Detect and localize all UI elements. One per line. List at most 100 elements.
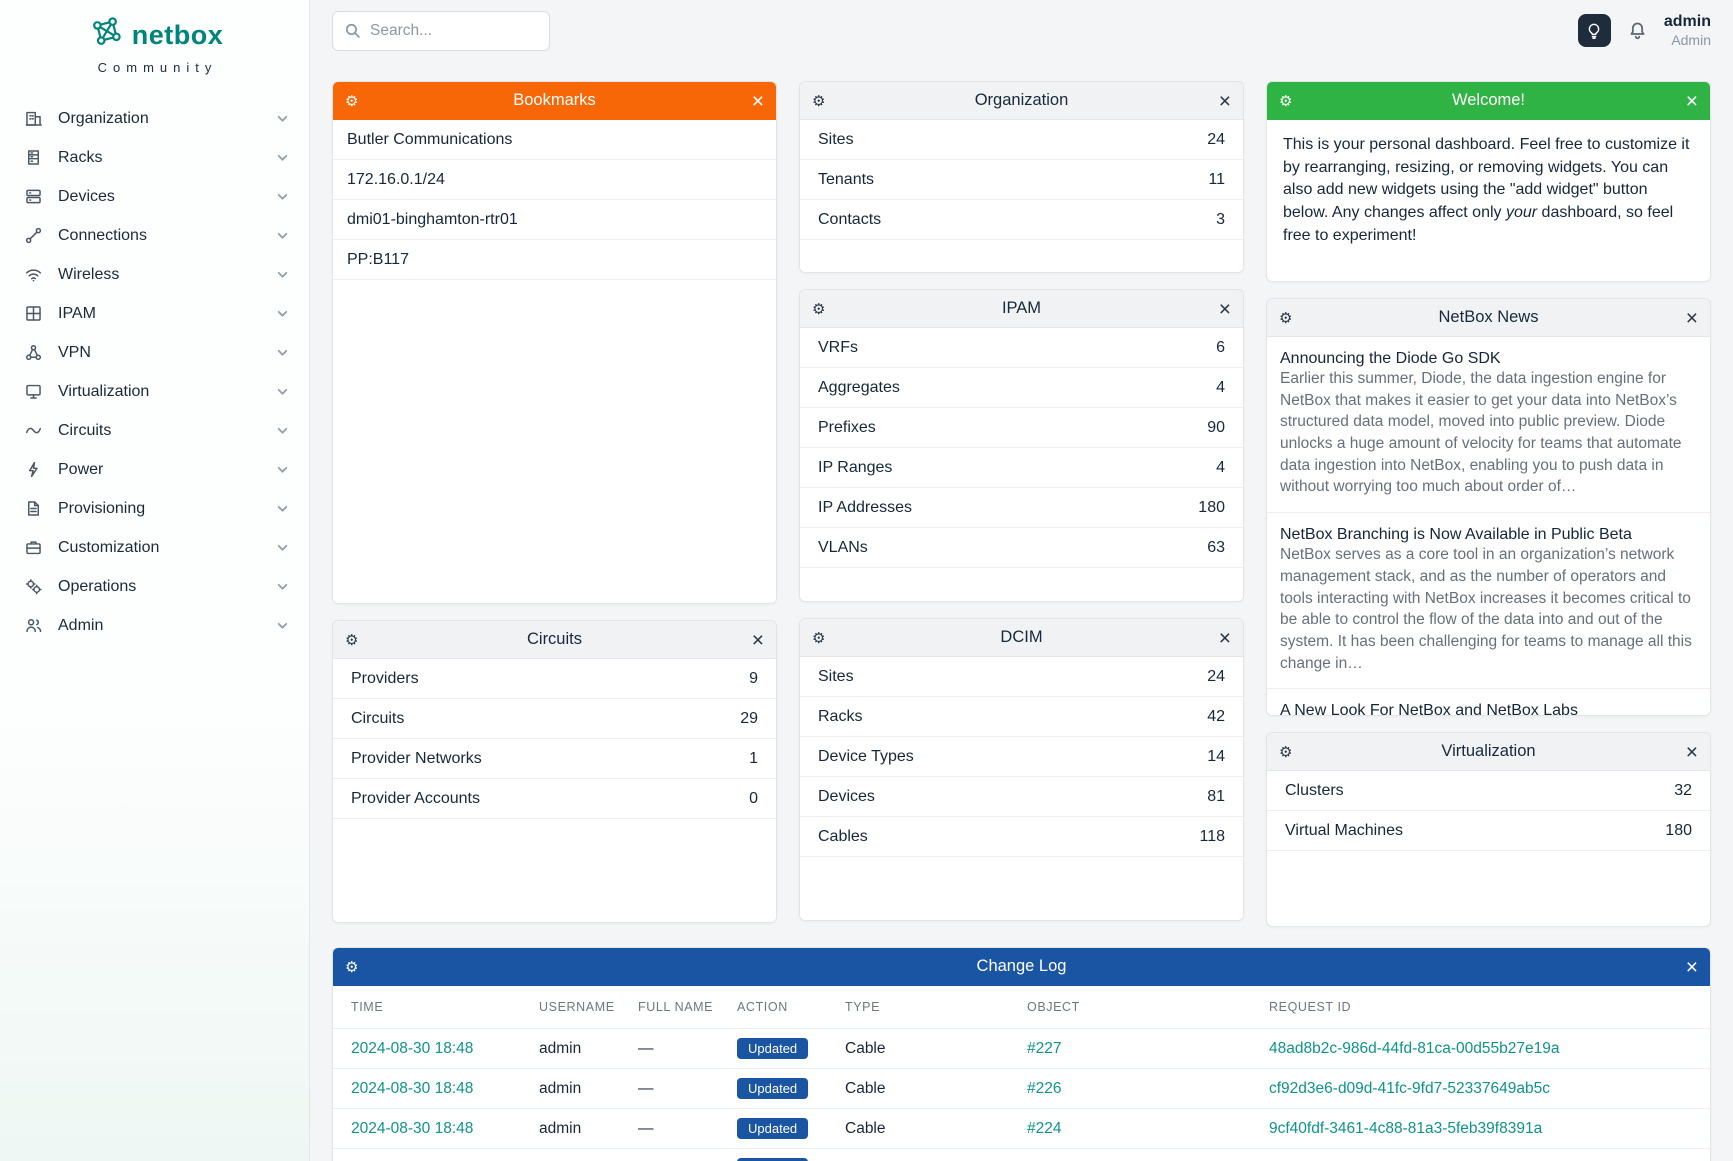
stat-row[interactable]: Contacts 3 <box>800 200 1243 240</box>
changelog-request-link[interactable]: cf92d3e6-d09d-41fc-9fd7-52337649ab5c <box>1269 1079 1550 1097</box>
sidebar-item-vpn[interactable]: VPN <box>0 333 309 372</box>
close-icon[interactable]: × <box>1685 740 1698 764</box>
news-article-title[interactable]: Announcing the Diode Go SDK <box>1280 350 1501 367</box>
bookmark-link[interactable]: dmi01-binghamton-rtr01 <box>333 200 776 240</box>
ipam-stats: VRFs 6 Aggregates 4 Prefixes 90 IP Ranges 4 … <box>800 328 1243 568</box>
sidebar-item-provisioning[interactable]: Provisioning <box>0 489 309 528</box>
stat-row[interactable]: Racks 42 <box>800 697 1243 737</box>
stat-row[interactable]: Provider Accounts 0 <box>333 779 776 819</box>
user-menu[interactable]: admin Admin <box>1664 12 1711 50</box>
sidebar-item-circuits[interactable]: Circuits <box>0 411 309 450</box>
close-icon[interactable]: × <box>1218 89 1231 113</box>
stat-row[interactable]: Devices 81 <box>800 777 1243 817</box>
changelog-request-link[interactable]: 9cf40fdf-3461-4c88-81a3-5feb39f8391a <box>1269 1119 1543 1137</box>
bookmark-link[interactable]: Butler Communications <box>333 120 776 160</box>
stat-row[interactable]: Circuits 29 <box>333 699 776 739</box>
ipam-widget-header: ⚙ IPAM × <box>800 290 1243 328</box>
changelog-time-link[interactable]: 2024-08-30 18:48 <box>351 1119 474 1137</box>
theme-toggle-button[interactable] <box>1577 14 1611 47</box>
stat-row[interactable]: IP Ranges 4 <box>800 448 1243 488</box>
column-header: TIME <box>351 1000 384 1014</box>
changelog-object-link[interactable]: #224 <box>1027 1119 1062 1137</box>
stat-label: IP Addresses <box>818 498 912 516</box>
close-icon[interactable]: × <box>751 89 764 113</box>
stat-row[interactable]: Cables 118 <box>800 817 1243 857</box>
netbox-logo-icon <box>86 14 124 57</box>
changelog-time-link[interactable]: 2024-08-30 18:48 <box>351 1079 474 1097</box>
gear-icon[interactable]: ⚙ <box>1279 744 1293 761</box>
stat-value: 24 <box>1207 667 1225 685</box>
close-icon[interactable]: × <box>751 628 764 652</box>
close-icon[interactable]: × <box>1685 89 1698 113</box>
search-input[interactable] <box>370 21 570 40</box>
gear-icon[interactable]: ⚙ <box>345 93 359 110</box>
gear-icon[interactable]: ⚙ <box>1279 310 1293 327</box>
changelog-username: admin <box>539 1039 582 1057</box>
stat-row[interactable]: VRFs 6 <box>800 328 1243 368</box>
gear-icon[interactable]: ⚙ <box>812 93 826 110</box>
stat-row[interactable]: IP Addresses 180 <box>800 488 1243 528</box>
gear-icon[interactable]: ⚙ <box>812 301 826 318</box>
widget-title: Organization <box>974 91 1069 109</box>
chevron-down-icon <box>276 463 289 476</box>
changelog-type: Cable <box>845 1039 886 1057</box>
stat-value: 9 <box>749 669 758 687</box>
stat-row[interactable]: Sites 24 <box>800 657 1243 697</box>
search-box[interactable] <box>332 10 570 51</box>
close-icon[interactable]: × <box>1685 306 1698 330</box>
brand[interactable]: netbox Community <box>0 0 309 77</box>
bookmark-link[interactable]: 172.16.0.1/24 <box>333 160 776 200</box>
sidebar-item-operations[interactable]: Operations <box>0 567 309 606</box>
changelog-object-link[interactable]: #227 <box>1027 1039 1062 1057</box>
changelog-type: Cable <box>845 1119 886 1137</box>
news-article: A New Look For NetBox and NetBox Labs <box>1267 689 1710 716</box>
changelog-action: Updated <box>737 1078 845 1099</box>
chevron-down-icon <box>276 541 289 554</box>
stat-row[interactable]: VLANs 63 <box>800 528 1243 568</box>
sidebar-item-connections[interactable]: Connections <box>0 216 309 255</box>
close-icon[interactable]: × <box>1685 955 1698 979</box>
sidebar-item-admin[interactable]: Admin <box>0 606 309 645</box>
stat-row[interactable]: Tenants 11 <box>800 160 1243 200</box>
bookmark-link[interactable]: PP:B117 <box>333 240 776 280</box>
stat-row[interactable]: Sites 24 <box>800 120 1243 160</box>
changelog-request-link[interactable]: 3a2c4e3c-aac0-47f3-886f-f88301c007c3 <box>1269 1160 1692 1161</box>
column-header: REQUEST ID <box>1269 1000 1352 1014</box>
stat-row[interactable]: Device Types 14 <box>800 737 1243 777</box>
sidebar-item-racks[interactable]: Racks <box>0 138 309 177</box>
stat-row[interactable]: Aggregates 4 <box>800 368 1243 408</box>
stat-row[interactable]: Provider Networks 1 <box>333 739 776 779</box>
stat-row[interactable]: Clusters 32 <box>1267 771 1710 811</box>
close-icon[interactable]: × <box>1218 626 1231 650</box>
changelog-time-link[interactable]: 2024-08-30 18:48 <box>351 1039 474 1057</box>
search-icon <box>345 23 360 38</box>
gear-icon[interactable]: ⚙ <box>1279 93 1293 110</box>
notifications-button[interactable] <box>1627 20 1648 41</box>
gear-icon[interactable]: ⚙ <box>345 632 359 649</box>
news-article-title[interactable]: A New Look For NetBox and NetBox Labs <box>1280 702 1578 716</box>
bookmarks-widget: ⚙ Bookmarks × Butler Communications 172.… <box>332 81 777 604</box>
sidebar-item-devices[interactable]: Devices <box>0 177 309 216</box>
news-article-title[interactable]: NetBox Branching is Now Available in Pub… <box>1280 526 1632 544</box>
close-icon[interactable]: × <box>1218 297 1231 321</box>
gear-icon[interactable]: ⚙ <box>345 959 359 976</box>
stat-row[interactable]: Prefixes 90 <box>800 408 1243 448</box>
stat-row[interactable]: Providers 9 <box>333 659 776 699</box>
widget-title: Bookmarks <box>513 91 596 109</box>
changelog-object-link[interactable]: #221 <box>1027 1160 1269 1161</box>
column-header: OBJECT <box>1027 1000 1080 1014</box>
stat-row[interactable]: Virtual Machines 180 <box>1267 811 1710 851</box>
changelog-request-link[interactable]: 48ad8b2c-986d-44fd-81ca-00d55b27e19a <box>1269 1039 1560 1057</box>
changelog-action: Updated <box>737 1118 845 1139</box>
sidebar-item-ipam[interactable]: IPAM <box>0 294 309 333</box>
gear-icon[interactable]: ⚙ <box>812 630 826 647</box>
sidebar-item-power[interactable]: Power <box>0 450 309 489</box>
stat-value: 81 <box>1207 787 1225 805</box>
sidebar-item-virtualization[interactable]: Virtualization <box>0 372 309 411</box>
changelog-object-link[interactable]: #226 <box>1027 1079 1062 1097</box>
sidebar-item-wireless[interactable]: Wireless <box>0 255 309 294</box>
changelog-time-link[interactable]: 2024-08-30 18:47 <box>351 1160 539 1161</box>
sidebar-item-customization[interactable]: Customization <box>0 528 309 567</box>
sidebar-item-organization[interactable]: Organization <box>0 99 309 138</box>
sidebar-item-label: Virtualization <box>58 382 150 400</box>
